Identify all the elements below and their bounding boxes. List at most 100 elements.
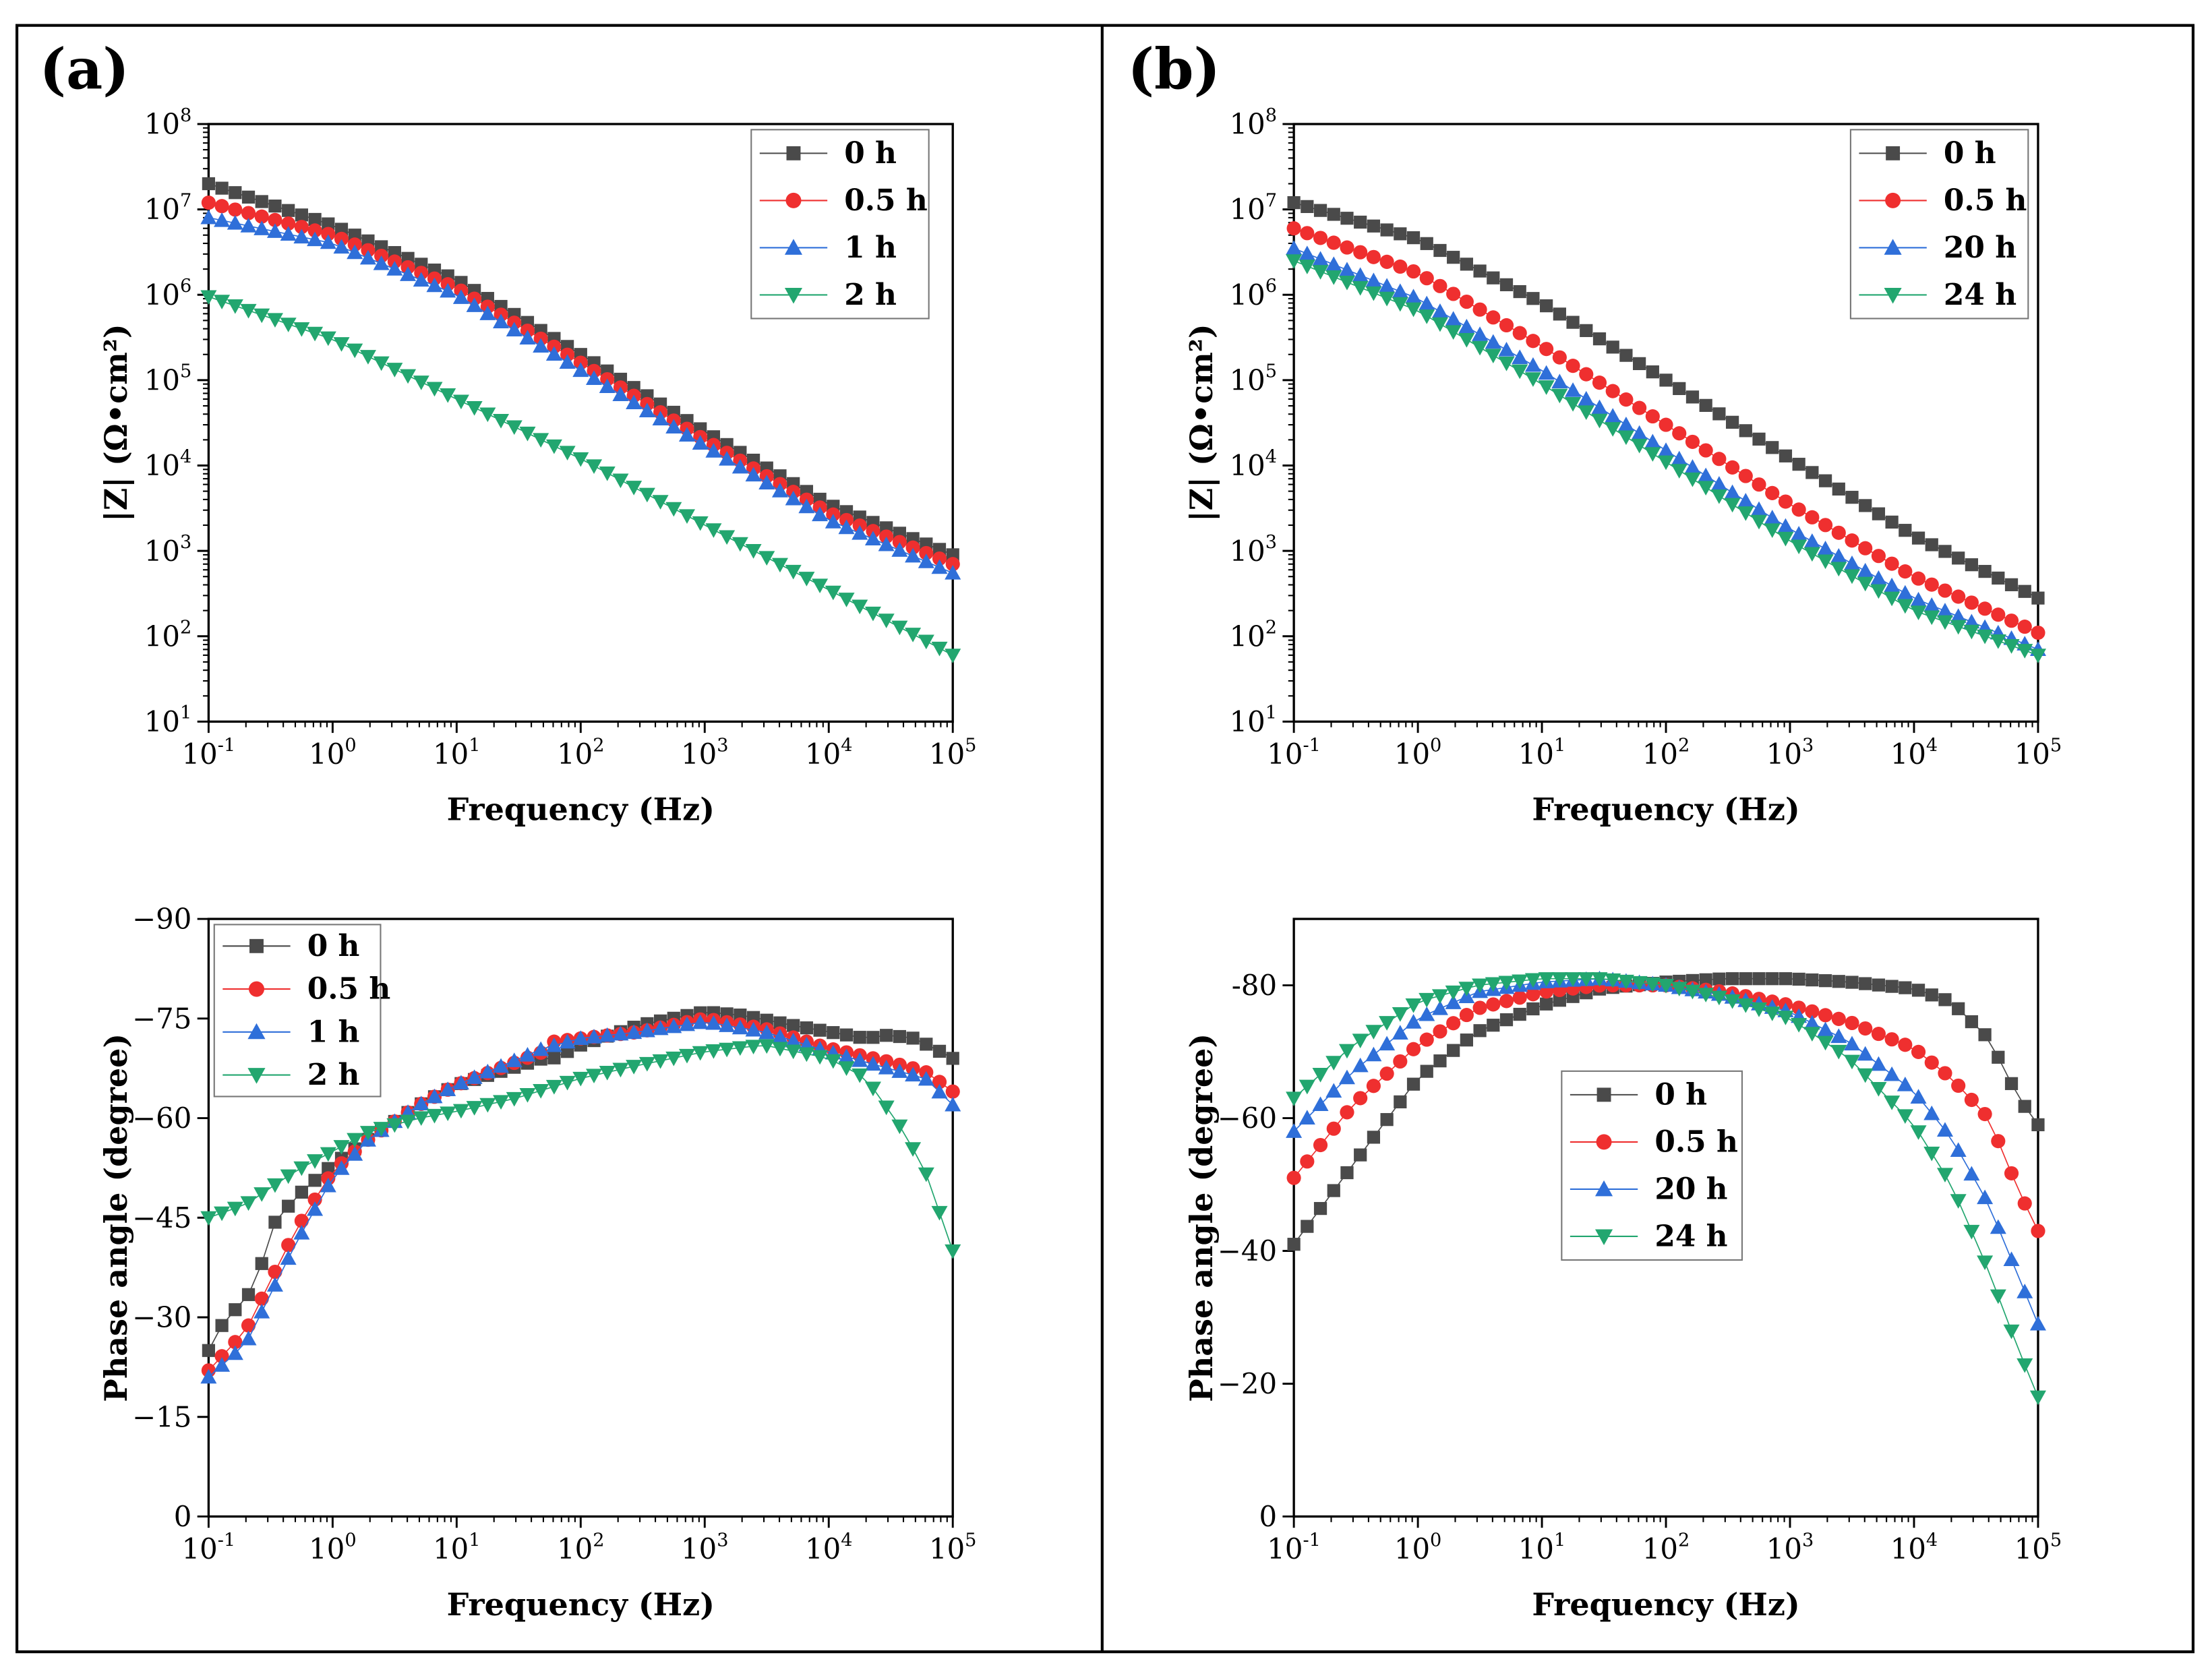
data-point (1978, 564, 1992, 578)
data-point (2029, 1390, 2046, 1406)
data-point (466, 400, 483, 416)
data-point (1365, 1025, 1382, 1040)
data-point (2031, 625, 2045, 640)
data-point (1857, 576, 1874, 592)
data-point (214, 1349, 229, 1364)
data-point (918, 1071, 934, 1086)
data-point (1379, 1016, 1396, 1031)
data-point (1365, 272, 1382, 287)
data-point (1766, 972, 1779, 986)
data-point (413, 1111, 429, 1127)
data-point (1513, 1007, 1526, 1021)
data-point (1431, 317, 1448, 332)
data-point (506, 1052, 522, 1067)
data-point (678, 1016, 696, 1031)
data-point (838, 593, 855, 607)
data-point (719, 1017, 736, 1032)
data-point (838, 1061, 855, 1076)
data-point (1992, 571, 2005, 585)
data-point (533, 1041, 549, 1056)
data-point (1911, 531, 1925, 545)
data-point (1963, 1224, 1980, 1240)
data-point (626, 1060, 643, 1075)
data-point (1617, 974, 1634, 990)
data-point (2003, 1324, 2020, 1340)
data-point (745, 544, 762, 559)
data-point (599, 1065, 616, 1081)
data-point (1977, 601, 1992, 616)
data-point (268, 199, 282, 213)
data-point (426, 1108, 443, 1124)
data-point (1472, 1000, 1487, 1015)
data-point (373, 255, 390, 270)
data-point (308, 212, 322, 227)
data-point (1354, 215, 1367, 229)
data-point (253, 1187, 270, 1202)
data-point (229, 1303, 242, 1317)
data-point (2004, 1166, 2019, 1180)
data-point (1965, 1015, 1979, 1029)
data-point (519, 1046, 536, 1062)
data-point (1499, 278, 1514, 292)
data-point (1631, 976, 1648, 991)
data-point (307, 326, 324, 342)
data-point (294, 220, 309, 235)
data-point (253, 308, 270, 324)
data-point (599, 378, 616, 394)
data-point (307, 1201, 324, 1216)
data-point (1936, 615, 1953, 630)
data-point (559, 1075, 576, 1091)
data-point (891, 542, 908, 557)
data-point (1578, 405, 1594, 420)
data-point (905, 1067, 922, 1082)
data-point (1301, 1220, 1314, 1233)
x-tick-label: 102 (1642, 735, 1690, 771)
data-point (493, 313, 510, 328)
data-point (891, 620, 908, 636)
data-point (931, 641, 948, 657)
data-point (1526, 292, 1540, 305)
data-point (373, 1122, 390, 1137)
data-point (1910, 1089, 1927, 1104)
x-tick-label: 103 (681, 735, 728, 771)
data-point (253, 1304, 270, 1319)
data-point (705, 1044, 722, 1059)
x-tick-label: 101 (433, 735, 480, 771)
data-point (359, 1126, 376, 1141)
data-point (758, 1024, 775, 1040)
data-point (1566, 316, 1580, 329)
data-point (1924, 577, 1939, 592)
data-point (745, 467, 762, 482)
data-point (878, 536, 895, 551)
data-point (1952, 551, 1965, 565)
data-point (1724, 498, 1741, 513)
x-tick-label: 104 (805, 1530, 852, 1565)
data-point (1803, 533, 1820, 548)
data-point (1698, 481, 1714, 496)
data-point (214, 1206, 231, 1222)
data-point (479, 1063, 496, 1079)
data-point (506, 420, 522, 436)
data-point (638, 487, 655, 503)
data-point (1380, 223, 1394, 237)
data-point (2031, 591, 2045, 605)
data-point (241, 206, 256, 220)
data-point (307, 231, 324, 247)
data-point (1418, 309, 1435, 324)
data-point (932, 1044, 947, 1058)
x-tick-label: 100 (1394, 735, 1441, 771)
data-point (1472, 302, 1487, 317)
data-point (1843, 1036, 1861, 1051)
data-point (1938, 1066, 1952, 1081)
data-point (800, 1021, 814, 1035)
series-2h (200, 290, 961, 663)
data-point (626, 1024, 643, 1040)
a-bode-phase-ylabel: Phase angle (degree) (98, 1033, 134, 1402)
data-point (945, 1084, 960, 1099)
data-point (1739, 424, 1752, 438)
data-point (1367, 1131, 1381, 1144)
data-point (813, 1023, 827, 1037)
data-point (253, 220, 270, 235)
data-point (798, 572, 815, 587)
data-point (1325, 1056, 1342, 1071)
